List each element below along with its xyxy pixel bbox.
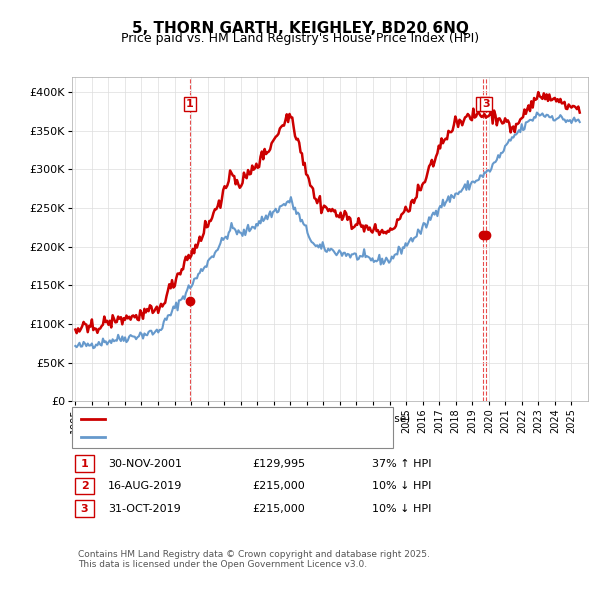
Text: 2: 2 xyxy=(479,99,487,109)
Text: HPI: Average price, detached house, Bradford: HPI: Average price, detached house, Brad… xyxy=(108,432,346,441)
Text: 10% ↓ HPI: 10% ↓ HPI xyxy=(372,481,431,491)
Text: 3: 3 xyxy=(482,99,490,109)
Text: Price paid vs. HM Land Registry's House Price Index (HPI): Price paid vs. HM Land Registry's House … xyxy=(121,32,479,45)
Text: £215,000: £215,000 xyxy=(252,481,305,491)
Text: £215,000: £215,000 xyxy=(252,504,305,513)
Text: 1: 1 xyxy=(81,459,88,468)
Text: 16-AUG-2019: 16-AUG-2019 xyxy=(108,481,182,491)
Text: 31-OCT-2019: 31-OCT-2019 xyxy=(108,504,181,513)
Text: 2: 2 xyxy=(81,481,88,491)
Text: 30-NOV-2001: 30-NOV-2001 xyxy=(108,459,182,468)
Text: Contains HM Land Registry data © Crown copyright and database right 2025.
This d: Contains HM Land Registry data © Crown c… xyxy=(78,550,430,569)
Text: 5, THORN GARTH, KEIGHLEY, BD20 6NQ: 5, THORN GARTH, KEIGHLEY, BD20 6NQ xyxy=(131,21,469,35)
Text: 10% ↓ HPI: 10% ↓ HPI xyxy=(372,504,431,513)
Text: 5, THORN GARTH, KEIGHLEY, BD20 6NQ (detached house): 5, THORN GARTH, KEIGHLEY, BD20 6NQ (deta… xyxy=(108,414,410,424)
Text: £129,995: £129,995 xyxy=(252,459,305,468)
Text: 3: 3 xyxy=(81,504,88,513)
Text: 37% ↑ HPI: 37% ↑ HPI xyxy=(372,459,431,468)
Text: 1: 1 xyxy=(186,99,194,109)
